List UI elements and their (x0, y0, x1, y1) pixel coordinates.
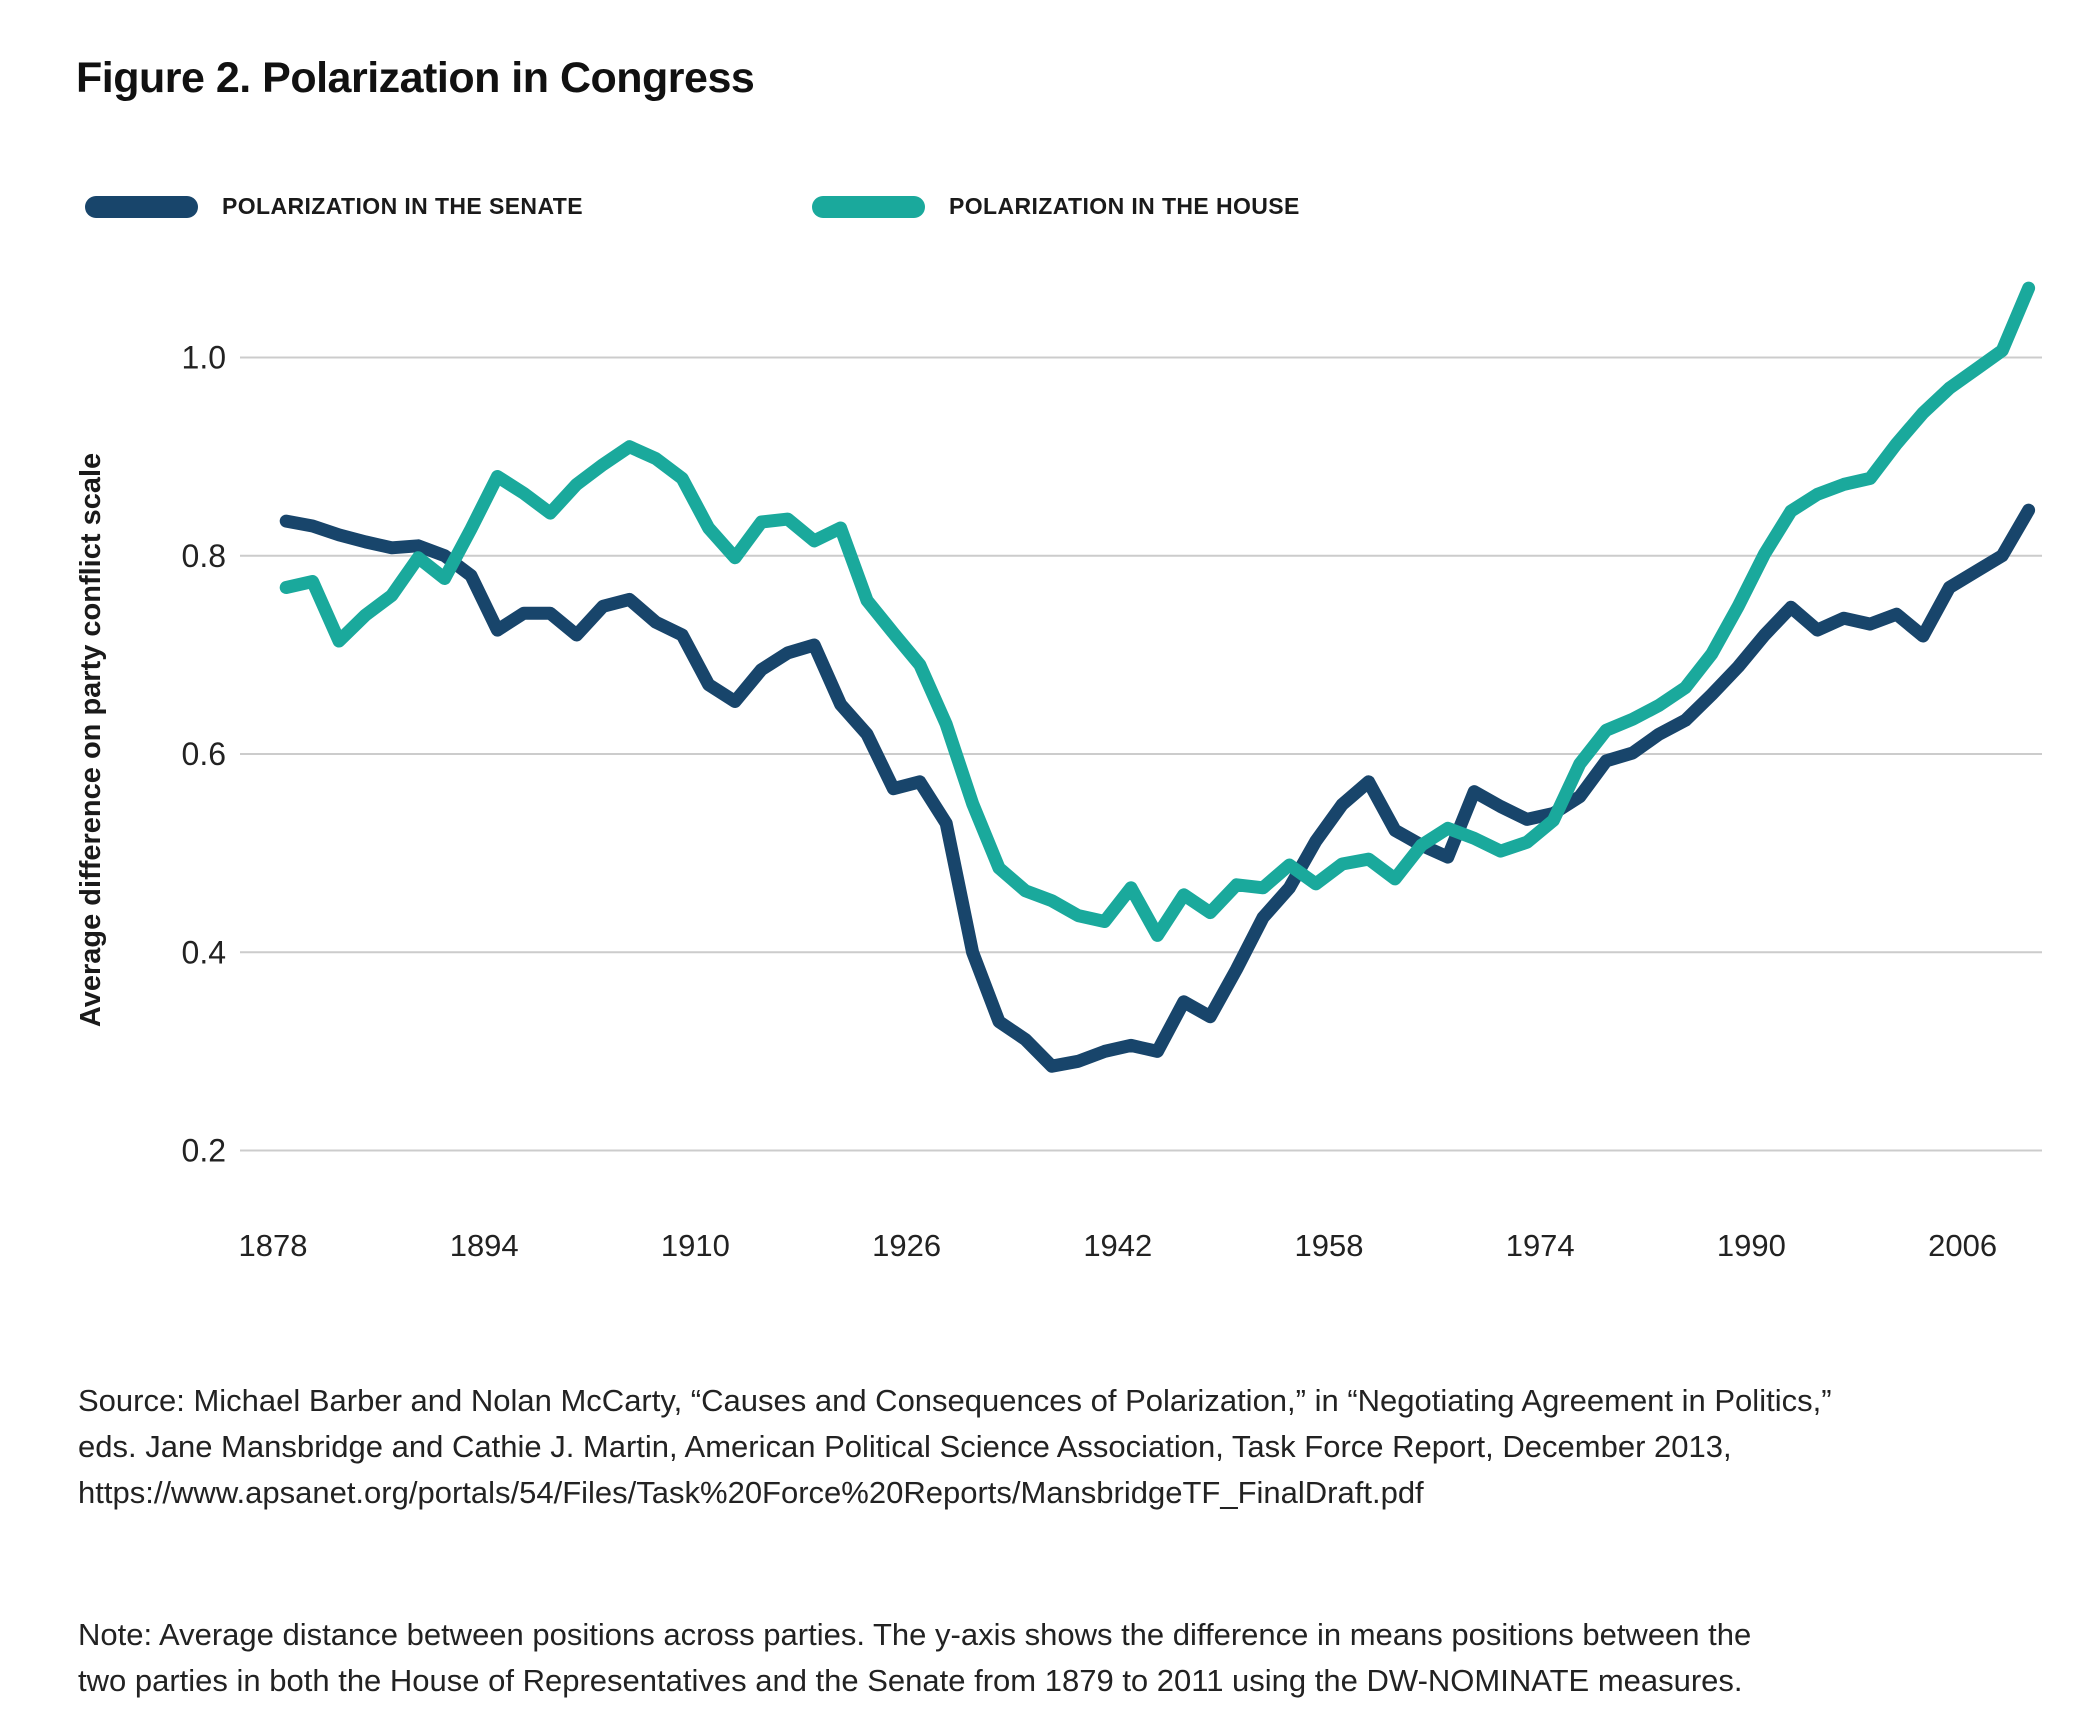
legend-label-senate: POLARIZATION IN THE SENATE (222, 193, 583, 219)
y-tick-label: 0.2 (182, 1133, 226, 1169)
source-citation: Source: Michael Barber and Nolan McCarty… (78, 1378, 1978, 1516)
y-tick-label: 0.6 (182, 736, 226, 772)
senate-series-line (279, 503, 2036, 1073)
y-tick-label: 0.4 (182, 934, 226, 970)
x-tick-label: 1878 (239, 1228, 308, 1263)
x-tick-label: 1990 (1717, 1228, 1786, 1263)
note-line: Note: Average distance between positions… (78, 1617, 1752, 1652)
x-tick-label: 1974 (1506, 1228, 1575, 1263)
chart-legend: POLARIZATION IN THE SENATE POLARIZATION … (0, 193, 2084, 229)
house-series-line (279, 281, 2036, 942)
note-text: Note: Average distance between positions… (78, 1612, 1978, 1704)
y-tick-label: 1.0 (182, 340, 226, 376)
legend-item-senate: POLARIZATION IN THE SENATE (85, 193, 583, 220)
x-tick-label: 2006 (1928, 1228, 1997, 1263)
senate-line-swatch (85, 195, 198, 218)
house-line-swatch (812, 195, 925, 218)
source-line: eds. Jane Mansbridge and Cathie J. Marti… (78, 1429, 1732, 1464)
note-line: two parties in both the House of Represe… (78, 1663, 1743, 1698)
x-tick-label: 1942 (1083, 1228, 1152, 1263)
y-axis-title: Average difference on party conflict sca… (75, 453, 107, 1027)
x-tick-label: 1958 (1295, 1228, 1364, 1263)
legend-label-house: POLARIZATION IN THE HOUSE (949, 193, 1300, 219)
x-tick-label: 1910 (661, 1228, 730, 1263)
x-tick-label: 1894 (450, 1228, 519, 1263)
page-title: Figure 2. Polarization in Congress (76, 54, 755, 102)
y-tick-label: 0.8 (182, 538, 226, 574)
source-url: https://www.apsanet.org/portals/54/Files… (78, 1475, 1424, 1510)
x-tick-label: 1926 (872, 1228, 941, 1263)
legend-item-house: POLARIZATION IN THE HOUSE (812, 193, 1300, 220)
source-line: Source: Michael Barber and Nolan McCarty… (78, 1383, 1832, 1418)
